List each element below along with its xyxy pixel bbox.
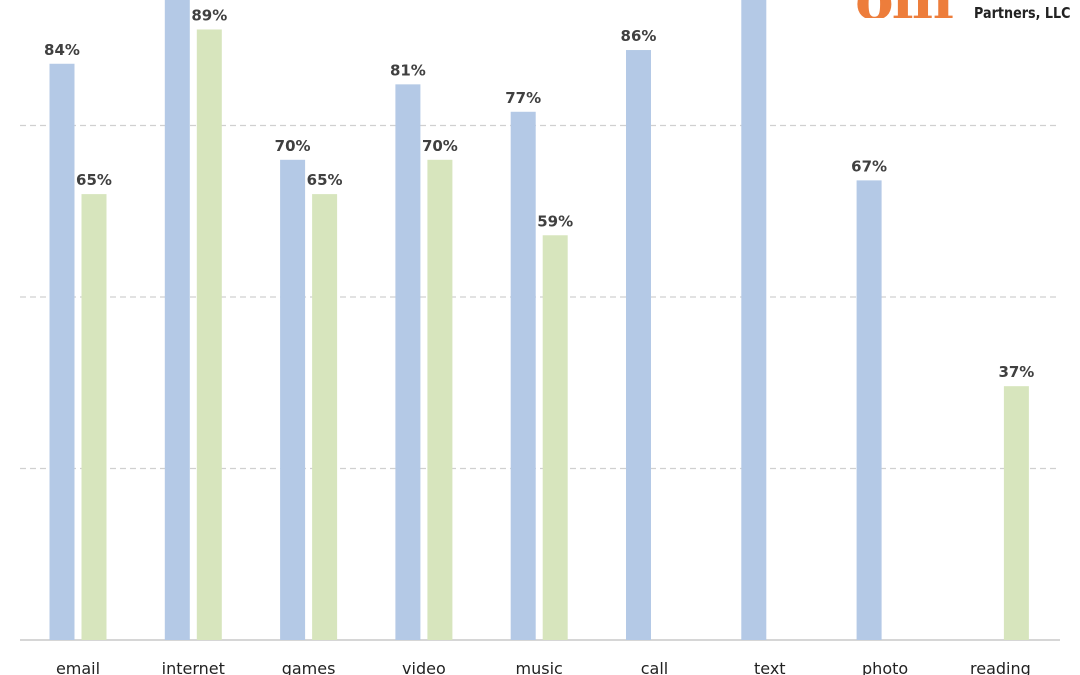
category-label-music: music	[516, 659, 563, 675]
data-label-reading-series2: 37%	[998, 363, 1034, 381]
data-label-games-series2: 65%	[307, 171, 343, 189]
logo-mark: oln	[855, 0, 955, 18]
category-label-video: video	[402, 659, 446, 675]
category-label-internet: internet	[162, 659, 225, 675]
bar-internet-series2	[196, 29, 222, 640]
data-label-video-series1: 81%	[390, 61, 426, 79]
category-label-photo: photo	[862, 659, 908, 675]
category-label-call: call	[641, 659, 669, 675]
data-label-music-series2: 59%	[537, 212, 573, 230]
logo-mark-glyph: oln	[855, 0, 955, 18]
bar-video-series1	[395, 84, 421, 641]
data-label-photo-series1: 67%	[851, 157, 887, 175]
bar-games-series2	[312, 194, 338, 640]
bar-games-series1	[280, 159, 306, 641]
data-label-games-series1: 70%	[275, 137, 311, 155]
data-label-video-series2: 70%	[422, 137, 458, 155]
bar-call-series1	[626, 50, 651, 641]
category-label-text: text	[754, 659, 786, 675]
bar-email-series2	[81, 194, 107, 640]
bar-music-series1	[510, 111, 536, 640]
data-label-email-series1: 84%	[44, 41, 80, 59]
data-label-call-series1: 86%	[621, 27, 657, 45]
bar-email-series1	[49, 63, 75, 640]
data-label-music-series1: 77%	[505, 89, 541, 107]
bar-internet-series1	[164, 0, 190, 640]
bar-text-series1	[741, 0, 767, 640]
data-label-internet-series2: 89%	[191, 6, 227, 24]
bar-photo-series1	[856, 180, 882, 640]
logo-text: Partners, LLC	[974, 4, 1071, 22]
bar-music-series2	[542, 235, 568, 640]
bar-reading-series2	[1003, 386, 1029, 640]
category-label-games: games	[282, 659, 336, 675]
bar-video-series2	[427, 159, 453, 641]
category-label-email: email	[56, 659, 100, 675]
category-label-reading: reading	[970, 659, 1031, 675]
data-label-email-series2: 65%	[76, 171, 112, 189]
